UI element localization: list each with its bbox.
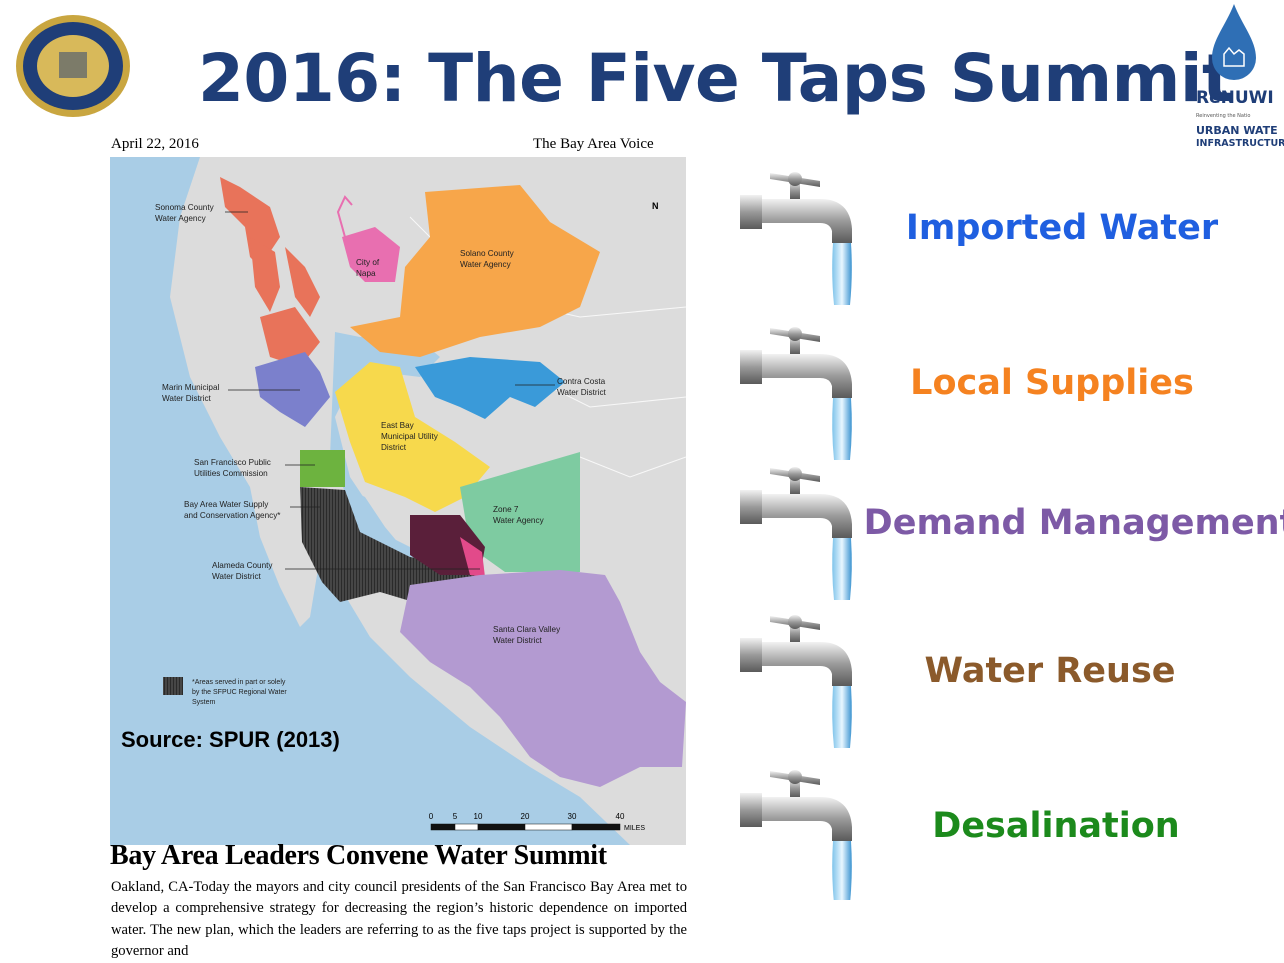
sfpuc: [300, 450, 345, 487]
logo-name: ReNUWI: [1196, 88, 1274, 108]
scale-label: 20: [521, 812, 530, 821]
map-label-line: Sonoma County: [155, 203, 215, 212]
map-label-line: District: [381, 443, 407, 452]
legend-line: System: [192, 699, 216, 706]
zone7: [460, 452, 580, 572]
publication: The Bay Area Voice: [533, 136, 654, 152]
scale-segment: [571, 823, 621, 831]
bawsca: [300, 487, 485, 607]
alameda-pink: [460, 537, 485, 577]
scale-bar: 0 5 10 20 30 40 MILES: [429, 812, 646, 832]
legend-line: *Areas served in part or solely: [192, 679, 286, 686]
map-label-line: Water Agency: [493, 516, 545, 525]
faucet: [740, 327, 852, 460]
map-label-line: Contra Costa: [557, 377, 606, 386]
map-label: San Francisco Public Utilities Commission: [194, 458, 271, 478]
map-label-line: Bay Area Water Supply: [184, 500, 269, 509]
scale-label: 40: [616, 812, 625, 821]
map-label-line: Water District: [557, 388, 607, 397]
map-label-line: Water Agency: [155, 214, 207, 223]
tap-label: Water Reuse: [924, 651, 1176, 691]
map-label-line: City of: [356, 258, 380, 267]
north-arrow: N: [652, 201, 659, 211]
legend-text: *Areas served in part or solely by the SF…: [192, 679, 287, 706]
tap-label: Imported Water: [905, 208, 1219, 248]
marin: [255, 352, 330, 427]
article-headline: Bay Area Leaders Convene Water Summit: [110, 840, 607, 871]
scale-label: 30: [568, 812, 577, 821]
tap-label: Demand Management: [863, 503, 1284, 543]
map-label-line: Water Agency: [460, 260, 512, 269]
slide-title: 2016: The Five Taps Summit: [198, 40, 1234, 117]
map-label-line: Solano County: [460, 249, 515, 258]
scale-unit: MILES: [624, 825, 645, 832]
napa-stem: [336, 195, 353, 238]
tap-label: Local Supplies: [910, 363, 1194, 403]
ebmud: [335, 362, 490, 512]
sonoma: [220, 177, 320, 367]
map-label-line: Water District: [493, 636, 543, 645]
map-label-line: Municipal Utility: [381, 432, 439, 441]
map: N 0 5 10 20 30 40 MILES Sonoma County Water Age…: [110, 157, 686, 845]
article-date: April 22, 2016: [111, 136, 199, 152]
scale-label: 0: [429, 812, 434, 821]
solano: [350, 185, 600, 357]
map-label-line: Marin Municipal: [162, 383, 220, 392]
faucet: [740, 615, 852, 748]
map-label: Contra Costa Water District: [557, 377, 607, 397]
logo-tagline: Reinventing the Natio: [1196, 113, 1251, 119]
scale-label: 10: [474, 812, 483, 821]
map-label-line: Zone 7: [493, 505, 519, 514]
map-label: Solano County Water Agency: [460, 249, 515, 269]
map-label: Alameda County Water District: [212, 561, 273, 581]
map-label-line: Alameda County: [212, 561, 273, 570]
legend-line: by the SFPUC Regional Water: [192, 689, 287, 696]
faucet: [740, 172, 852, 305]
drop-icon: [1212, 4, 1256, 80]
map-label: Bay Area Water Supply and Conservation Ag…: [184, 500, 281, 520]
map-label: City of Napa: [356, 258, 380, 278]
scale-segment: [454, 823, 479, 831]
faucet: [740, 770, 852, 900]
santa-clara: [400, 570, 686, 787]
uc-seal: [16, 15, 130, 117]
map-label-line: East Bay: [381, 421, 415, 430]
legend-swatch: [163, 677, 183, 695]
renuwit-logo: ReNUWI Reinventing the Natio URBAN WATE …: [1190, 0, 1284, 160]
scale-label: 5: [453, 812, 458, 821]
contra-costa: [415, 357, 565, 419]
map-label-line: Napa: [356, 269, 376, 278]
logo-line: URBAN WATE: [1196, 124, 1278, 137]
map-label-line: Santa Clara Valley: [493, 625, 561, 634]
map-label: Zone 7 Water Agency: [493, 505, 545, 525]
map-label: East Bay Municipal Utility District: [381, 421, 439, 452]
napa: [342, 227, 400, 282]
scale-segment: [430, 823, 456, 831]
faucet: [740, 467, 852, 600]
tap-label: Desalination: [932, 806, 1180, 846]
map-source: Source: SPUR (2013): [121, 727, 340, 752]
map-label: Santa Clara Valley Water District: [493, 625, 561, 645]
map-label: Marin Municipal Water District: [162, 383, 220, 403]
logo-line: INFRASTRUCTUR: [1196, 138, 1284, 149]
scale-segment: [524, 823, 573, 831]
scale-segment: [477, 823, 526, 831]
map-label-line: Water District: [212, 572, 262, 581]
map-label-line: Water District: [162, 394, 212, 403]
map-label-line: Utilities Commission: [194, 469, 268, 478]
map-label-line: and Conservation Agency*: [184, 511, 281, 520]
tap-icons: [740, 172, 852, 900]
arrows: [225, 211, 555, 570]
article-body: Oakland, CA-Today the mayors and city co…: [111, 879, 687, 959]
map-label-line: San Francisco Public: [194, 458, 271, 467]
map-label: Sonoma County Water Agency: [155, 203, 215, 223]
